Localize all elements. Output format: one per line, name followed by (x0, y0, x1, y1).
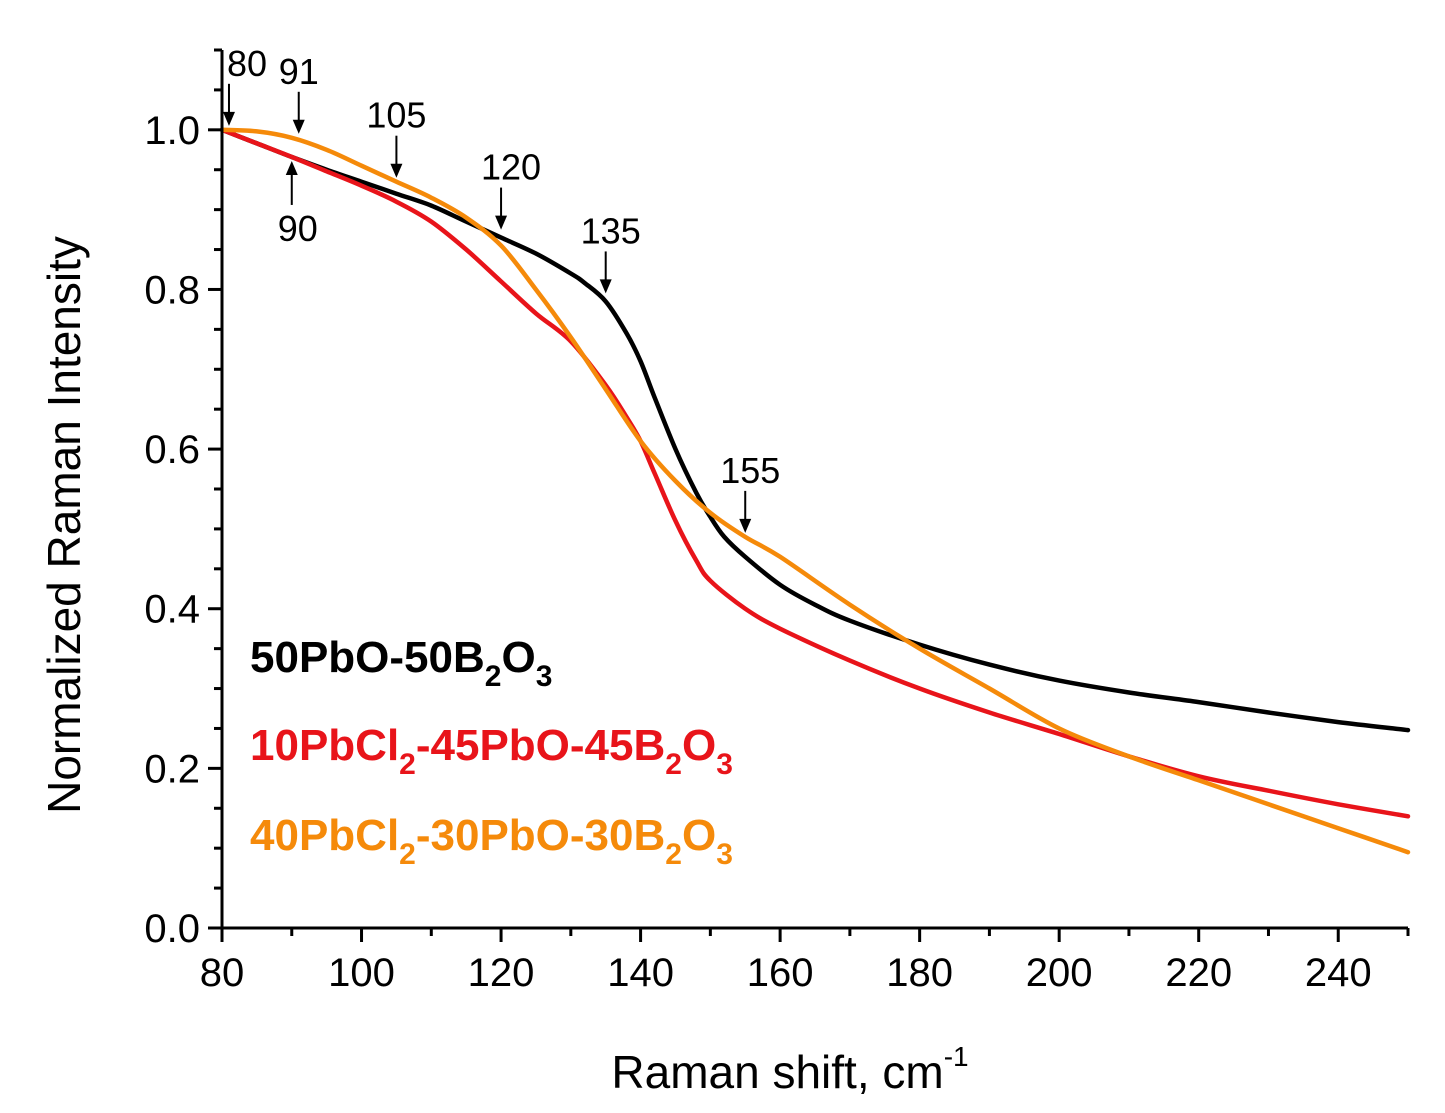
annotation-label: 120 (481, 147, 541, 188)
peak-annotation-155: 155 (720, 450, 780, 533)
annotation-label: 91 (279, 51, 319, 92)
annotation-label: 90 (278, 208, 318, 249)
legend-text-part: 10PbCl (250, 721, 399, 770)
legend-text-part: O (682, 811, 716, 860)
legend-subscript: 2 (399, 748, 416, 781)
legend-entry-3: 40PbCl2-30PbO-30B2O3 (250, 811, 733, 871)
y-axis-title: Normalized Raman Intensity (38, 236, 90, 814)
x-tick-label: 220 (1165, 951, 1232, 995)
legend-text-part: 50PbO-50B (250, 633, 485, 682)
y-tick-label: 0.6 (144, 428, 200, 472)
annotation-arrow-head (599, 279, 612, 294)
series-layer (219, 127, 1411, 855)
x-tick-label: 180 (886, 951, 953, 995)
peak-annotation-105: 105 (366, 95, 426, 178)
peak-annotation-120: 120 (481, 147, 541, 230)
y-tick-label: 0.8 (144, 268, 200, 312)
annotation-label: 80 (227, 43, 267, 84)
peak-annotation-135: 135 (581, 210, 641, 294)
peak-annotation-90: 90 (278, 160, 318, 249)
x-tick-label: 240 (1305, 951, 1372, 995)
legend-subscript: 2 (485, 660, 502, 693)
y-tick-label: 0.0 (144, 907, 200, 951)
series-line-1 (219, 127, 1411, 733)
legend-subscript: 2 (399, 838, 416, 871)
legend-subscript: 2 (665, 748, 682, 781)
ticks-layer: 80 100 120 140 160 180 200 220 240 0.0 0.2 0.4 0.6 0.… (144, 48, 1410, 995)
legend-subscript: 3 (716, 748, 733, 781)
annotation-arrow-head (495, 215, 508, 230)
legend-entry-1: 50PbO-50B2O3 (250, 633, 552, 693)
annotation-arrow-head (222, 111, 235, 126)
y-tick-label: 0.4 (144, 588, 200, 632)
annotation-arrow-head (739, 518, 752, 533)
x-axis-title-superscript: -1 (944, 1041, 969, 1072)
legend-entry-2: 10PbCl2-45PbO-45B2O3 (250, 721, 733, 781)
x-tick-label: 120 (468, 951, 535, 995)
legend-subscript: 3 (716, 838, 733, 871)
x-axis-title: Raman shift, cm-1 (611, 1041, 968, 1098)
annotation-label: 135 (581, 210, 641, 251)
annotation-layer: 80 91 105 120 135 155 90 (222, 43, 780, 533)
annotation-arrow-head (285, 160, 298, 175)
legend-text-part: -30PbO-30B (416, 811, 665, 860)
legend: 50PbO-50B2O310PbCl2-45PbO-45B2O340PbCl2-… (250, 633, 733, 871)
legend-text-part: 40PbCl (250, 811, 399, 860)
x-axis-title-text: Raman shift, cm (611, 1046, 943, 1098)
x-tick-label: 140 (607, 951, 674, 995)
legend-text-part: -45PbO-45B (416, 721, 665, 770)
x-tick-label: 160 (747, 951, 814, 995)
x-tick-label: 200 (1026, 951, 1093, 995)
annotation-label: 155 (720, 450, 780, 491)
peak-annotation-80: 80 (222, 43, 267, 126)
series-line-3 (219, 127, 1411, 855)
x-tick-label: 100 (328, 951, 395, 995)
y-tick-label: 0.2 (144, 747, 200, 791)
plot-area: 80 91 105 120 135 155 90 (219, 43, 1411, 930)
y-tick-label: 1.0 (144, 109, 200, 153)
legend-subscript: 2 (665, 838, 682, 871)
annotation-arrow-head (390, 163, 403, 178)
legend-subscript: 3 (536, 660, 553, 693)
x-tick-label: 80 (200, 951, 245, 995)
annotation-label: 105 (366, 95, 426, 136)
annotation-arrow-head (292, 119, 305, 134)
peak-annotation-91: 91 (279, 51, 319, 134)
legend-text-part: O (682, 721, 716, 770)
legend-text-part: O (501, 633, 535, 682)
